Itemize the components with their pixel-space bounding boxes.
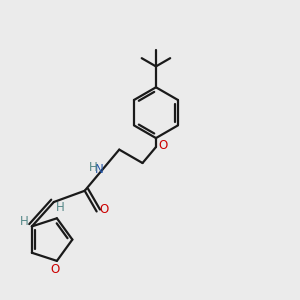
Text: O: O [158,139,167,152]
Text: H: H [56,201,65,214]
Text: H: H [20,214,29,227]
Text: O: O [99,203,108,217]
Text: N: N [95,163,104,176]
Text: H: H [89,161,98,174]
Text: O: O [51,263,60,276]
